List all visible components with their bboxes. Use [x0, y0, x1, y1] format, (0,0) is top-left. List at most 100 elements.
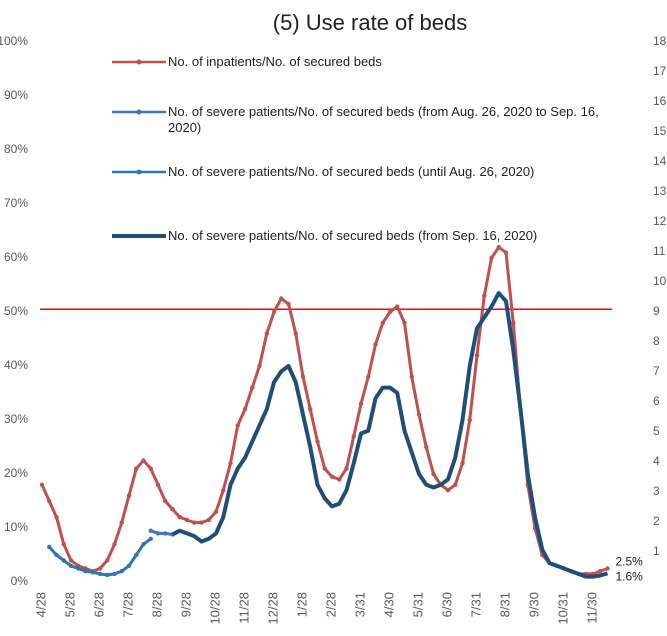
- data-point: [54, 515, 59, 520]
- data-point: [61, 558, 66, 563]
- data-point: [126, 563, 132, 568]
- legend-label: No. of severe patients/No. of secured be…: [168, 164, 535, 179]
- data-point: [199, 520, 204, 525]
- y2-tick-label: 18: [653, 34, 667, 48]
- data-point: [445, 488, 451, 493]
- data-point: [76, 566, 81, 571]
- y-tick-label: 100%: [0, 34, 28, 48]
- data-point: [90, 570, 95, 575]
- data-point: [141, 458, 146, 463]
- y2-tick-label: 10: [653, 274, 667, 288]
- data-point: [482, 293, 487, 298]
- data-point: [39, 482, 45, 487]
- data-point: [453, 482, 458, 487]
- data-point: [155, 531, 161, 536]
- data-point: [511, 320, 516, 325]
- series-line: [171, 291, 609, 579]
- y2-tick-label: 12: [653, 214, 667, 228]
- y2-tick-label: 3: [653, 484, 660, 498]
- data-point: [148, 466, 153, 471]
- data-point: [366, 374, 371, 379]
- y-tick-label: 10%: [4, 520, 28, 534]
- data-point: [184, 517, 190, 523]
- data-point: [395, 304, 400, 309]
- y2-tick-label: 4: [653, 454, 660, 468]
- data-point: [387, 309, 393, 315]
- y2-tick-label: 8: [653, 334, 660, 348]
- y-tick-label: 20%: [4, 466, 28, 480]
- legend-label: No. of inpatients/No. of secured beds: [168, 54, 382, 69]
- data-point: [134, 466, 139, 471]
- data-point: [373, 342, 378, 347]
- y-tick-label: 0%: [11, 574, 29, 588]
- x-tick-label: 4/30: [381, 592, 396, 617]
- x-tick-label: 12/28: [265, 592, 280, 625]
- data-point: [431, 471, 436, 477]
- data-point: [250, 385, 255, 390]
- y-tick-label: 50%: [4, 304, 28, 318]
- y2-tick-label: 7: [653, 364, 660, 378]
- data-point: [177, 515, 182, 520]
- data-point: [47, 544, 52, 550]
- data-point: [206, 517, 211, 523]
- data-point: [605, 566, 610, 571]
- chart-title: (5) Use rate of beds: [273, 10, 467, 35]
- y2-tick-label: 6: [653, 394, 660, 408]
- legend-label: No. of severe patients/No. of secured be…: [168, 104, 599, 135]
- x-tick-label: 8/31: [497, 592, 512, 617]
- data-point: [47, 498, 52, 504]
- data-point: [358, 401, 364, 406]
- y2-tick-label: 13: [653, 184, 667, 198]
- y2-tick-label: 17: [653, 64, 667, 78]
- data-point: [279, 296, 284, 301]
- data-point: [300, 374, 306, 379]
- data-point: [242, 407, 248, 412]
- data-point: [170, 506, 175, 512]
- data-point: [293, 331, 298, 336]
- y-tick-label: 60%: [4, 250, 28, 264]
- data-point: [97, 571, 103, 577]
- annotation: 1.6%: [616, 570, 644, 584]
- y2-tick-label: 14: [653, 154, 667, 168]
- x-tick-label: 3/31: [352, 592, 367, 617]
- data-point: [286, 301, 291, 307]
- series-line: [150, 529, 173, 536]
- data-point: [344, 466, 349, 471]
- data-point: [221, 488, 226, 493]
- x-tick-label: 11/28: [236, 592, 251, 624]
- data-point: [257, 363, 262, 369]
- x-tick-label: 10/28: [207, 592, 222, 625]
- data-point: [380, 320, 385, 325]
- data-point: [148, 528, 153, 533]
- x-tick-label: 10/31: [555, 592, 570, 625]
- data-point: [460, 461, 465, 466]
- x-tick-label: 9/28: [178, 592, 193, 617]
- data-point: [235, 423, 240, 428]
- data-point: [97, 566, 103, 571]
- data-point: [126, 493, 132, 498]
- data-point: [112, 542, 117, 547]
- x-tick-label: 2/28: [323, 592, 338, 617]
- x-tick-label: 9/30: [526, 592, 541, 617]
- legend-marker: [136, 169, 142, 175]
- x-tick-label: 8/28: [149, 592, 164, 617]
- y2-tick-label: 16: [653, 94, 667, 108]
- y2-tick-label: 9: [653, 304, 660, 318]
- legend-label: No. of severe patients/No. of secured be…: [168, 228, 538, 243]
- data-point: [148, 536, 153, 541]
- x-tick-label: 1/28: [294, 592, 309, 617]
- data-point: [496, 245, 501, 250]
- data-point: [474, 353, 480, 358]
- data-point: [83, 569, 88, 574]
- data-point: [119, 569, 124, 574]
- x-tick-label: 6/30: [439, 592, 454, 617]
- data-point: [424, 444, 429, 450]
- data-point: [264, 331, 269, 336]
- data-point: [598, 569, 603, 574]
- y-tick-label: 90%: [4, 88, 28, 102]
- legend-marker: [136, 59, 142, 65]
- data-point: [119, 520, 124, 525]
- data-point: [163, 498, 168, 504]
- x-tick-label: 5/28: [62, 592, 77, 617]
